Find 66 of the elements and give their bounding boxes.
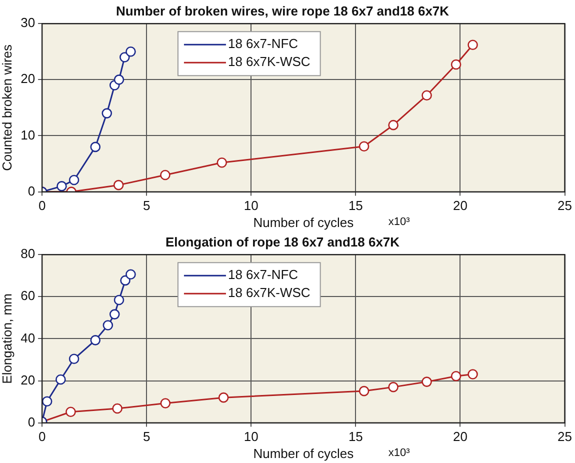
legend-label: 18 6x7-NFC <box>228 36 298 52</box>
y-tick-label: 20 <box>20 71 36 86</box>
x-tick-label: 0 <box>38 429 46 444</box>
point <box>102 320 114 330</box>
point <box>56 181 67 192</box>
point <box>388 120 398 130</box>
x-tick-label: 5 <box>142 429 150 444</box>
y-tick-label: 10 <box>20 127 36 142</box>
point <box>114 74 124 85</box>
y-tick-label: 80 <box>20 246 36 262</box>
point <box>126 269 136 280</box>
chart-title: Elongation of rope 18 6x7 and18 6x7K <box>165 234 400 250</box>
point <box>468 40 478 50</box>
point <box>160 398 171 408</box>
point <box>90 142 101 152</box>
point <box>126 46 136 57</box>
point <box>56 374 66 385</box>
point <box>422 90 432 101</box>
point <box>112 403 122 414</box>
point <box>358 386 370 396</box>
x-axis-title: Number of cycles <box>253 214 354 230</box>
x-tick-label: 20 <box>452 429 468 444</box>
point <box>66 406 76 418</box>
chart-title: Number of broken wires, wire rope 18 6x7 and18 6x7K <box>116 3 450 18</box>
point <box>468 369 478 380</box>
text: x10³ <box>388 447 410 459</box>
y-tick-label: 60 <box>20 288 36 304</box>
point <box>358 141 370 152</box>
point <box>120 275 130 286</box>
point <box>42 396 52 407</box>
y-tick-label: 0 <box>28 414 36 430</box>
point <box>109 309 120 320</box>
point <box>160 170 170 180</box>
x-tick-label: 5 <box>142 198 150 214</box>
point <box>450 59 462 70</box>
point <box>216 157 228 168</box>
point <box>113 180 124 190</box>
x-tick-label: 25 <box>558 198 572 214</box>
point <box>68 174 80 186</box>
y-tick-label: 30 <box>20 15 36 30</box>
legend-label: 18 6x7K-WSC <box>228 285 310 300</box>
y-tick-label: 40 <box>20 330 36 346</box>
point <box>102 108 112 118</box>
legend-label: 18 6x7K-WSC <box>228 54 310 70</box>
y-tick-label: 20 <box>20 372 36 388</box>
legend-label: 18 6x7-NFC <box>228 267 298 282</box>
point <box>120 52 130 62</box>
point <box>422 376 432 387</box>
point <box>68 354 80 364</box>
point <box>90 335 101 346</box>
point <box>388 382 398 392</box>
text: x10³ <box>388 216 410 228</box>
y-tick-label: 0 <box>28 183 36 198</box>
y-axis-title: Counted broken wires <box>0 44 14 171</box>
x-tick-label: 25 <box>558 429 572 444</box>
x-tick-label: 10 <box>244 198 258 214</box>
x-tick-label: 0 <box>38 198 46 214</box>
x-tick-label: 15 <box>348 198 363 214</box>
point <box>218 392 229 403</box>
point <box>450 370 462 382</box>
x-axis-title: Number of cycles <box>253 446 354 461</box>
x-tick-label: 15 <box>348 429 363 444</box>
point <box>114 294 124 306</box>
x-tick-label: 20 <box>452 198 468 214</box>
y-axis-title: Elongation, mm <box>0 294 14 384</box>
x-tick-label: 10 <box>244 429 258 444</box>
